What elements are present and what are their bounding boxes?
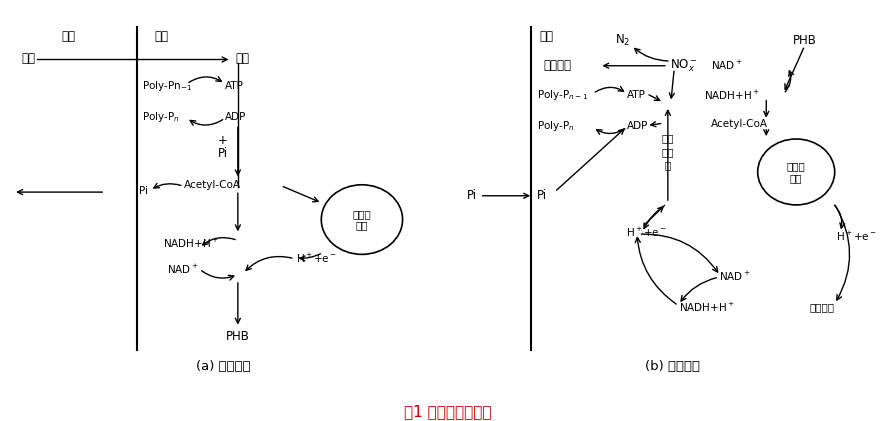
Text: Pi: Pi bbox=[217, 147, 228, 160]
Text: ADP: ADP bbox=[627, 121, 648, 131]
Text: NADH+H$^+$: NADH+H$^+$ bbox=[704, 88, 759, 101]
Text: 图1 反硝化除磷机理: 图1 反硝化除磷机理 bbox=[403, 404, 491, 419]
Text: N$_2$: N$_2$ bbox=[614, 32, 630, 48]
Text: 三羧酸
循环: 三羧酸 循环 bbox=[786, 161, 805, 183]
Text: Pi: Pi bbox=[467, 189, 477, 202]
Text: H$^+$+e$^-$: H$^+$+e$^-$ bbox=[835, 229, 875, 242]
Text: 电子
传递
链: 电子 传递 链 bbox=[661, 133, 673, 170]
Text: ATP: ATP bbox=[224, 81, 244, 91]
Text: (b) 缺氧条件: (b) 缺氧条件 bbox=[644, 360, 699, 373]
Text: Poly-P$_{n-1}$: Poly-P$_{n-1}$ bbox=[536, 88, 588, 102]
Text: 胞内: 胞内 bbox=[155, 30, 168, 43]
Text: Pi: Pi bbox=[139, 187, 148, 196]
Text: 乙酸: 乙酸 bbox=[235, 52, 249, 65]
Text: Pi: Pi bbox=[536, 189, 547, 202]
Text: 乙酸: 乙酸 bbox=[21, 52, 36, 65]
Text: PHB: PHB bbox=[792, 34, 816, 47]
Text: 合成代谢: 合成代谢 bbox=[544, 59, 571, 72]
Text: 合成代谢: 合成代谢 bbox=[808, 302, 833, 312]
Text: 三羧酸
循环: 三羧酸 循环 bbox=[352, 209, 371, 230]
Text: NAD$^+$: NAD$^+$ bbox=[719, 270, 750, 283]
Text: H$^+$+e$^-$: H$^+$+e$^-$ bbox=[295, 251, 336, 264]
Text: 胞外: 胞外 bbox=[62, 30, 76, 43]
Text: (a) 厌氧条件: (a) 厌氧条件 bbox=[196, 360, 250, 373]
Text: NADH+H$^+$: NADH+H$^+$ bbox=[163, 237, 219, 250]
Text: NAD$^+$: NAD$^+$ bbox=[710, 59, 741, 72]
Text: 胞内: 胞内 bbox=[539, 30, 552, 43]
Text: NO$_x^-$: NO$_x^-$ bbox=[670, 58, 697, 74]
Text: Poly-Pn$_{-1}$: Poly-Pn$_{-1}$ bbox=[141, 79, 191, 93]
Text: Poly-P$_n$: Poly-P$_n$ bbox=[141, 110, 179, 124]
Text: Acetyl-CoA: Acetyl-CoA bbox=[710, 119, 767, 129]
Text: ATP: ATP bbox=[627, 90, 645, 100]
Text: Poly-P$_n$: Poly-P$_n$ bbox=[536, 119, 575, 133]
Text: PHB: PHB bbox=[225, 330, 249, 343]
Text: +: + bbox=[218, 134, 228, 147]
Text: Acetyl-CoA: Acetyl-CoA bbox=[184, 180, 241, 190]
Text: ADP: ADP bbox=[224, 112, 246, 122]
Text: NADH+H$^+$: NADH+H$^+$ bbox=[678, 301, 734, 314]
Text: NAD$^+$: NAD$^+$ bbox=[167, 262, 198, 276]
Text: H$^+$+e$^-$: H$^+$+e$^-$ bbox=[626, 226, 667, 239]
